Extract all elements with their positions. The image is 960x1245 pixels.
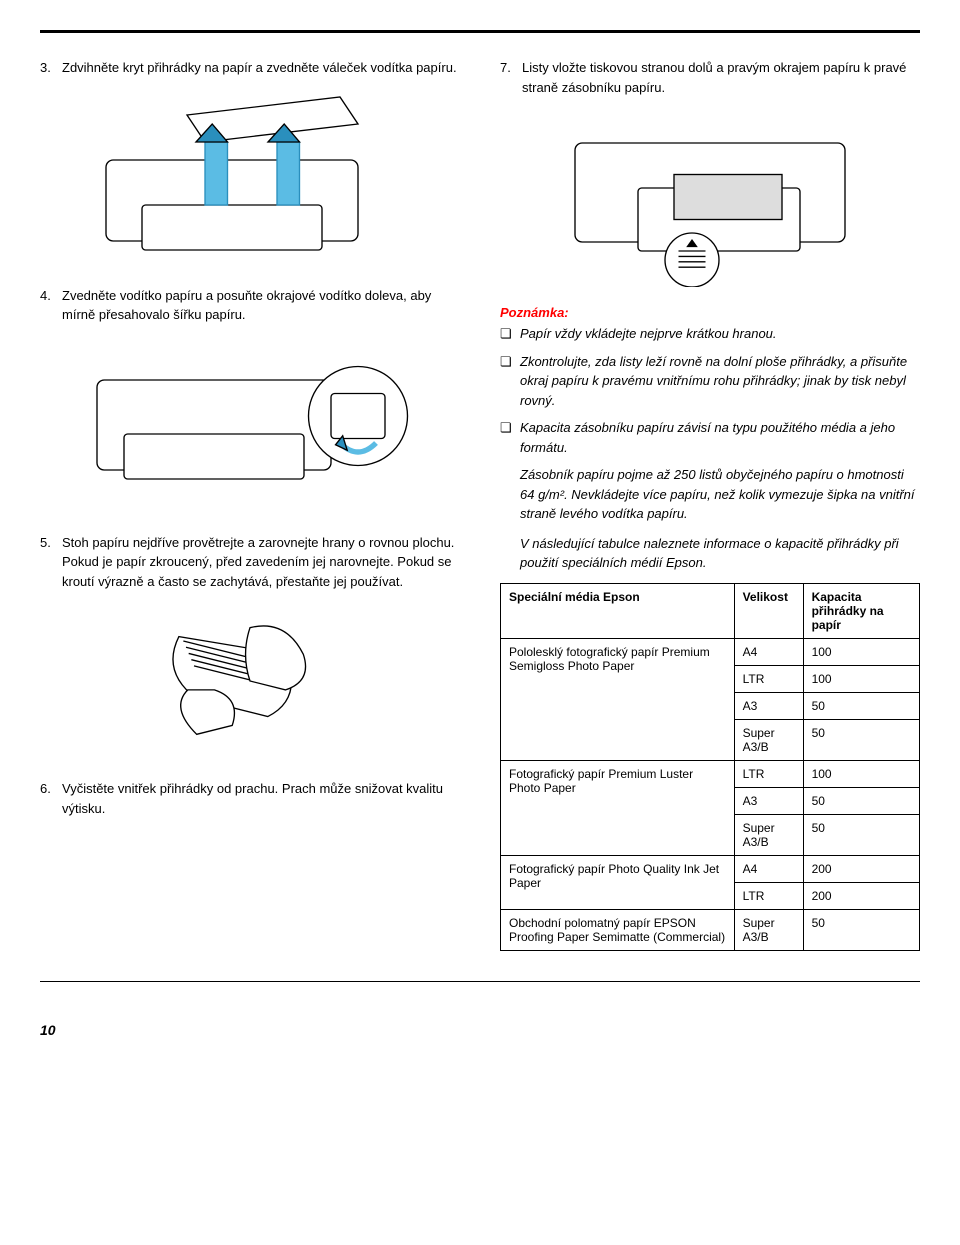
step-5: 5. Stoh papíru nejdříve provětrejte a za…	[40, 533, 460, 592]
diagram-step-3	[40, 88, 460, 268]
table-header: Speciální média Epson	[501, 583, 735, 638]
note-body: Papír vždy vkládejte nejprve krátkou hra…	[520, 324, 920, 344]
table-cell-media: Pololesklý fotografický papír Premium Se…	[501, 638, 735, 760]
step-number: 3.	[40, 58, 62, 78]
page-top-rule	[40, 30, 920, 33]
step-number: 5.	[40, 533, 62, 592]
diagram-step-4	[40, 335, 460, 515]
step-text: Zvedněte vodítko papíru a posuňte okrajo…	[62, 286, 460, 325]
table-header: Kapacita přihrádky na papír	[803, 583, 919, 638]
note-body: Zkontrolujte, zda listy leží rovně na do…	[520, 352, 920, 411]
step-7: 7. Listy vložte tiskovou stranou dolů a …	[500, 58, 920, 97]
table-cell-size: A4	[734, 638, 803, 665]
table-cell-capacity: 50	[803, 719, 919, 760]
note-item-3: ❏ Kapacita zásobníku papíru závisí na ty…	[500, 418, 920, 457]
note-title: Poznámka:	[500, 305, 920, 320]
step-text: Vyčistěte vnitřek přihrádky od prachu. P…	[62, 779, 460, 818]
table-cell-size: A3	[734, 787, 803, 814]
note-body: Kapacita zásobníku papíru závisí na typu…	[520, 418, 920, 457]
table-cell-capacity: 100	[803, 760, 919, 787]
step-4: 4. Zvedněte vodítko papíru a posuňte okr…	[40, 286, 460, 325]
note-bullet-icon: ❏	[500, 418, 520, 457]
note-bullet-icon: ❏	[500, 352, 520, 411]
table-cell-capacity: 50	[803, 814, 919, 855]
page-bottom-rule	[40, 981, 920, 982]
step-text: Zdvihněte kryt přihrádky na papír a zved…	[62, 58, 460, 78]
table-cell-size: Super A3/B	[734, 814, 803, 855]
step-text: Stoh papíru nejdříve provětrejte a zarov…	[62, 533, 460, 592]
table-cell-media: Obchodní polomatný papír EPSON Proofing …	[501, 909, 735, 950]
table-cell-size: A3	[734, 692, 803, 719]
note-bullet-icon: ❏	[500, 324, 520, 344]
note-paragraph-1: Zásobník papíru pojme až 250 listů obyče…	[520, 465, 920, 524]
table-row: Pololesklý fotografický papír Premium Se…	[501, 638, 920, 665]
page-number: 10	[40, 1022, 920, 1038]
table-cell-size: LTR	[734, 882, 803, 909]
table-cell-size: LTR	[734, 760, 803, 787]
table-cell-capacity: 100	[803, 638, 919, 665]
table-row: Obchodní polomatný papír EPSON Proofing …	[501, 909, 920, 950]
table-cell-capacity: 200	[803, 855, 919, 882]
table-cell-capacity: 200	[803, 882, 919, 909]
table-cell-media: Fotografický papír Premium Luster Photo …	[501, 760, 735, 855]
step-number: 4.	[40, 286, 62, 325]
step-3: 3. Zdvihněte kryt přihrádky na papír a z…	[40, 58, 460, 78]
table-cell-size: Super A3/B	[734, 719, 803, 760]
step-number: 7.	[500, 58, 522, 97]
table-header: Velikost	[734, 583, 803, 638]
diagram-step-7	[500, 107, 920, 287]
content-columns: 3. Zdvihněte kryt přihrádky na papír a z…	[40, 58, 920, 951]
note-paragraph-2: V následující tabulce naleznete informac…	[520, 534, 920, 573]
left-column: 3. Zdvihněte kryt přihrádky na papír a z…	[40, 58, 460, 951]
step-6: 6. Vyčistěte vnitřek přihrádky od prachu…	[40, 779, 460, 818]
step-text: Listy vložte tiskovou stranou dolů a pra…	[522, 58, 920, 97]
media-capacity-table: Speciální média Epson Velikost Kapacita …	[500, 583, 920, 951]
table-cell-capacity: 50	[803, 692, 919, 719]
table-row: Fotografický papír Photo Quality Ink Jet…	[501, 855, 920, 882]
step-number: 6.	[40, 779, 62, 818]
diagram-step-5	[40, 601, 460, 761]
table-cell-capacity: 50	[803, 787, 919, 814]
table-cell-capacity: 100	[803, 665, 919, 692]
right-column: 7. Listy vložte tiskovou stranou dolů a …	[500, 58, 920, 951]
note-item-2: ❏ Zkontrolujte, zda listy leží rovně na …	[500, 352, 920, 411]
table-cell-size: LTR	[734, 665, 803, 692]
table-header-row: Speciální média Epson Velikost Kapacita …	[501, 583, 920, 638]
table-cell-media: Fotografický papír Photo Quality Ink Jet…	[501, 855, 735, 909]
table-cell-capacity: 50	[803, 909, 919, 950]
note-item-1: ❏ Papír vždy vkládejte nejprve krátkou h…	[500, 324, 920, 344]
table-row: Fotografický papír Premium Luster Photo …	[501, 760, 920, 787]
table-cell-size: A4	[734, 855, 803, 882]
table-cell-size: Super A3/B	[734, 909, 803, 950]
